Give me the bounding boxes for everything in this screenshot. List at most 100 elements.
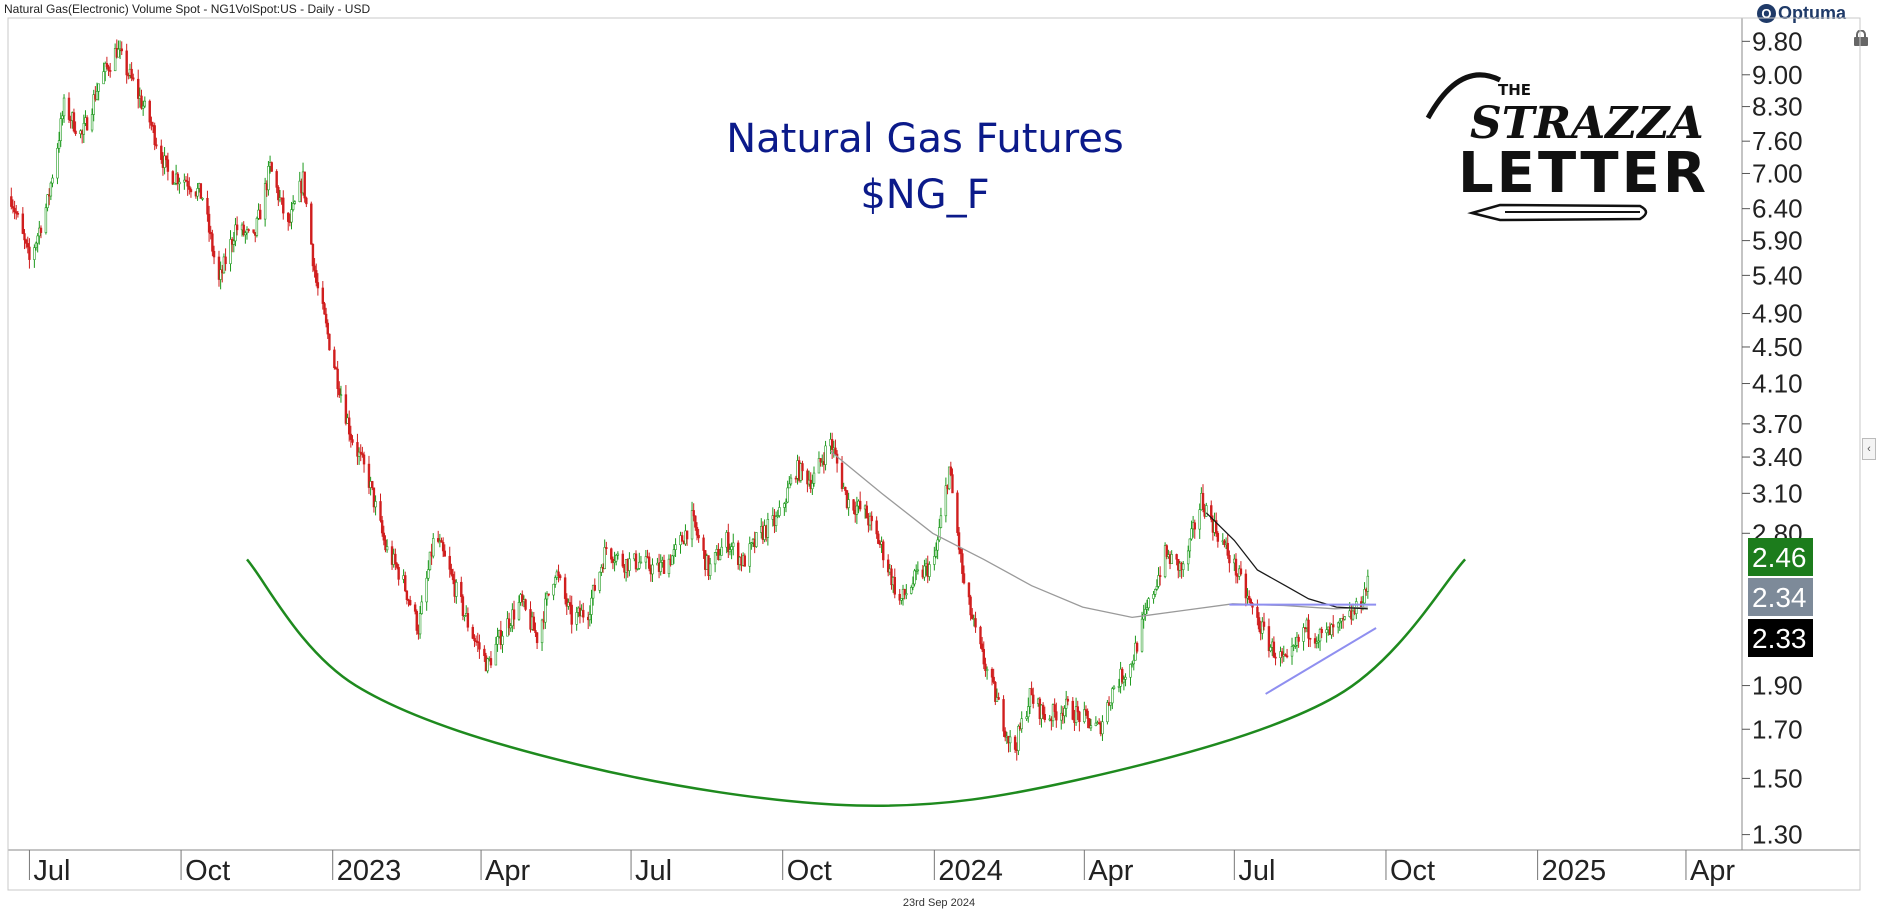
up-candle-body: [1147, 598, 1150, 609]
down-candle-body: [870, 515, 873, 522]
down-candle-body: [443, 550, 446, 557]
y-tick-label: 9.80: [1752, 26, 1803, 56]
collapse-panel-button[interactable]: ‹: [1862, 438, 1876, 460]
down-candle-body: [23, 233, 26, 241]
down-candle-body: [258, 209, 262, 220]
up-candle-body: [59, 118, 62, 141]
down-candle-body: [153, 125, 156, 146]
down-candle-body: [125, 50, 128, 76]
up-candle-body: [616, 553, 620, 556]
down-candle-body: [338, 388, 341, 396]
up-candle-body: [784, 501, 788, 504]
down-candle-body: [858, 500, 862, 510]
price-badge-label: 2.33: [1752, 623, 1807, 654]
x-tick-label: Oct: [1390, 855, 1435, 887]
down-candle-body: [316, 282, 320, 289]
up-candle-body: [732, 542, 735, 547]
down-candle-body: [1002, 699, 1005, 732]
up-candle-body: [1269, 647, 1272, 652]
down-candle-body: [1165, 545, 1168, 557]
y-tick-label: 9.00: [1752, 60, 1803, 90]
up-candle-body: [672, 549, 676, 557]
up-candle-body: [1154, 589, 1157, 595]
down-candle-body: [235, 224, 239, 231]
down-candle-body: [1267, 626, 1271, 652]
down-candle-body: [11, 206, 15, 209]
x-tick-label: Oct: [787, 855, 832, 887]
up-candle-body: [291, 203, 295, 210]
x-tick-label: Apr: [1690, 855, 1735, 887]
up-candle-body: [1101, 721, 1104, 735]
down-candle-body: [1307, 619, 1310, 639]
y-tick-label: 4.50: [1752, 332, 1803, 362]
down-candle-body: [898, 593, 901, 601]
y-tick-label: 8.30: [1752, 92, 1803, 122]
up-candle-body: [425, 577, 428, 603]
up-candle-body: [385, 546, 389, 551]
up-candle-body: [432, 538, 435, 557]
up-candle-body: [575, 612, 578, 625]
up-candle-body: [928, 564, 931, 577]
down-candle-body: [980, 643, 984, 650]
up-candle-body: [143, 100, 147, 107]
down-candle-body: [1313, 638, 1317, 644]
up-candle-body: [1089, 725, 1093, 729]
up-candle-body: [1060, 712, 1063, 721]
up-candle-body: [1190, 528, 1193, 540]
up-candle-body: [713, 552, 717, 565]
up-candle-body: [1330, 624, 1333, 636]
up-candle-body: [1198, 509, 1201, 530]
down-candle-body: [582, 609, 585, 618]
up-candle-body: [916, 569, 920, 572]
up-candle-body: [141, 105, 145, 109]
down-candle-body: [206, 197, 209, 215]
down-candle-body: [512, 609, 516, 620]
down-candle-body: [610, 548, 613, 560]
down-candle-body: [886, 559, 890, 573]
down-candle-body: [1304, 627, 1307, 629]
down-candle-body: [277, 187, 280, 201]
down-candle-body: [108, 70, 112, 72]
down-candle-body: [1223, 540, 1226, 545]
y-tick-label: 7.60: [1752, 126, 1803, 156]
down-candle-body: [247, 229, 250, 231]
lock-icon[interactable]: [1852, 30, 1870, 46]
up-candle-body: [56, 147, 59, 179]
x-tick-label: Jul: [33, 855, 70, 887]
price-badge: [1748, 538, 1813, 576]
down-candle-body: [563, 577, 567, 599]
down-candle-body: [974, 618, 977, 628]
down-candle-body: [1158, 575, 1162, 577]
y-tick-label: 5.40: [1752, 260, 1803, 290]
price-badge: [1748, 578, 1813, 616]
up-candle-body: [36, 235, 39, 244]
up-candle-body: [117, 48, 120, 58]
down-candle-body: [634, 553, 638, 570]
down-candle-body: [535, 632, 539, 644]
up-candle-body: [339, 394, 343, 396]
down-candle-body: [303, 171, 306, 199]
down-candle-body: [1234, 558, 1238, 576]
up-candle-body: [911, 583, 915, 588]
up-candle-body: [900, 598, 903, 601]
up-candle-body: [615, 555, 618, 562]
up-candle-body: [102, 71, 105, 85]
down-candle-body: [199, 183, 203, 199]
down-candle-body: [160, 145, 163, 160]
down-candle-body: [957, 532, 961, 550]
up-candle-body: [811, 483, 814, 490]
down-candle-body: [1086, 710, 1089, 719]
down-candle-body: [1076, 706, 1079, 713]
up-candle-body: [933, 556, 936, 565]
up-candle-body: [1117, 686, 1121, 688]
up-candle-body: [1020, 718, 1023, 730]
up-candle-body: [234, 224, 237, 242]
up-candle-body: [293, 201, 297, 204]
up-candle-body: [1025, 716, 1028, 720]
up-candle-body: [509, 625, 512, 629]
down-candle-body: [275, 171, 278, 188]
up-candle-body: [113, 48, 117, 72]
up-candle-body: [90, 114, 94, 131]
down-candle-body: [15, 211, 18, 214]
